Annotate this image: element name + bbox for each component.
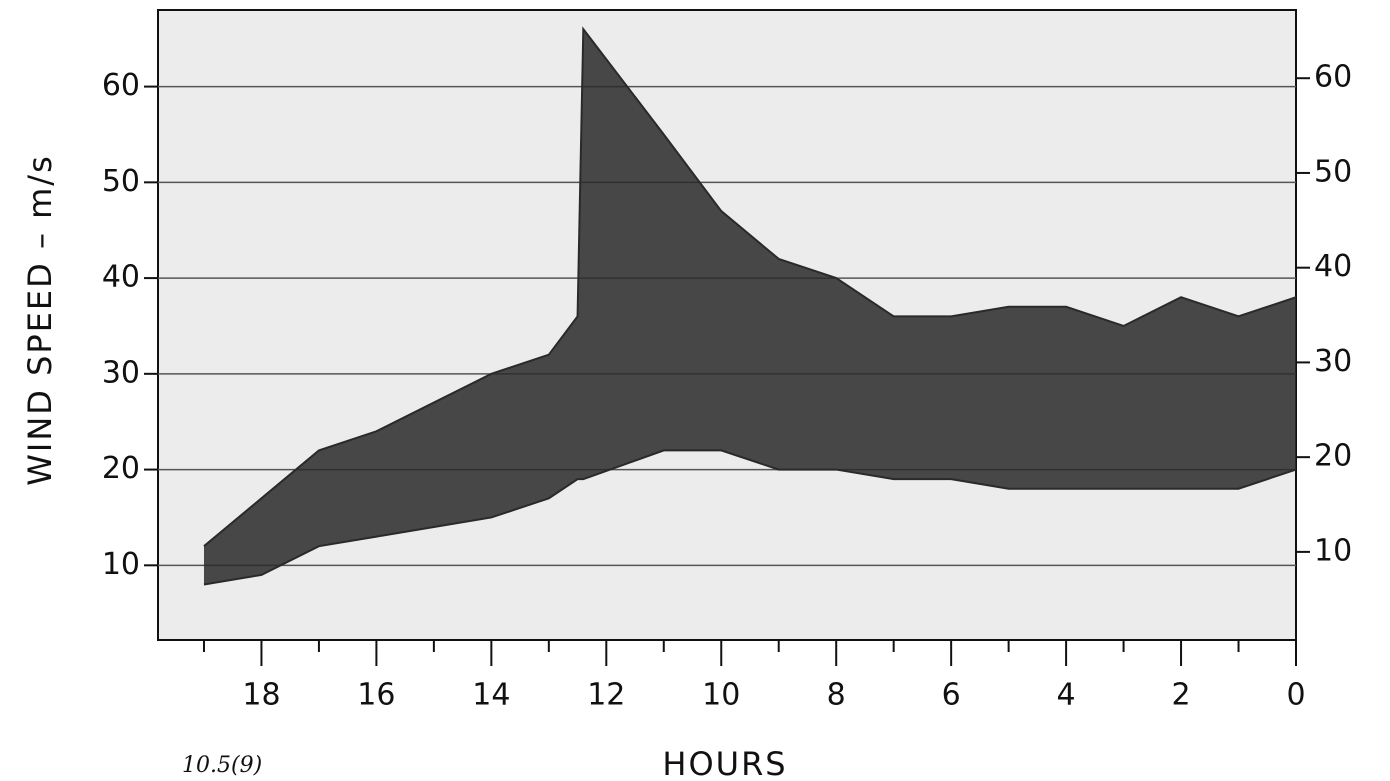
x-tick-label: 16: [357, 678, 395, 713]
y2-tick-label: 60: [1314, 60, 1352, 95]
x-tick-label: 4: [1057, 678, 1076, 713]
y-axis-label: WIND SPEED – m/s: [21, 154, 59, 485]
x-tick-label: 18: [242, 678, 280, 713]
handwritten-note: 10.5(9): [182, 753, 262, 778]
wind-envelope: [203, 26, 1297, 547]
y-tick-label: 30: [102, 355, 140, 390]
y2-tick-label: 30: [1314, 344, 1352, 379]
x-tick-label: 14: [472, 678, 510, 713]
y-tick-label: 50: [102, 164, 140, 199]
y2-tick-label: 40: [1314, 249, 1352, 284]
y2-tick-label: 50: [1314, 154, 1352, 189]
x-tick-label: 2: [1172, 678, 1191, 713]
y-tick-label: 40: [102, 260, 140, 295]
y-tick-label: 60: [102, 68, 140, 103]
x-axis-label: HOURS: [662, 745, 787, 781]
x-tick-label: 12: [587, 678, 625, 713]
x-tick-label: 6: [942, 678, 961, 713]
y-tick-label: 10: [102, 547, 140, 582]
y2-tick-label: 10: [1314, 533, 1352, 568]
x-tick-label: 0: [1286, 678, 1305, 713]
y-tick-label: 20: [102, 451, 140, 486]
y2-tick-label: 20: [1314, 439, 1352, 474]
wind-envelope: [203, 449, 1297, 586]
wind-band: [203, 29, 1297, 585]
x-tick-label: 8: [827, 678, 846, 713]
x-tick-label: 10: [702, 678, 740, 713]
